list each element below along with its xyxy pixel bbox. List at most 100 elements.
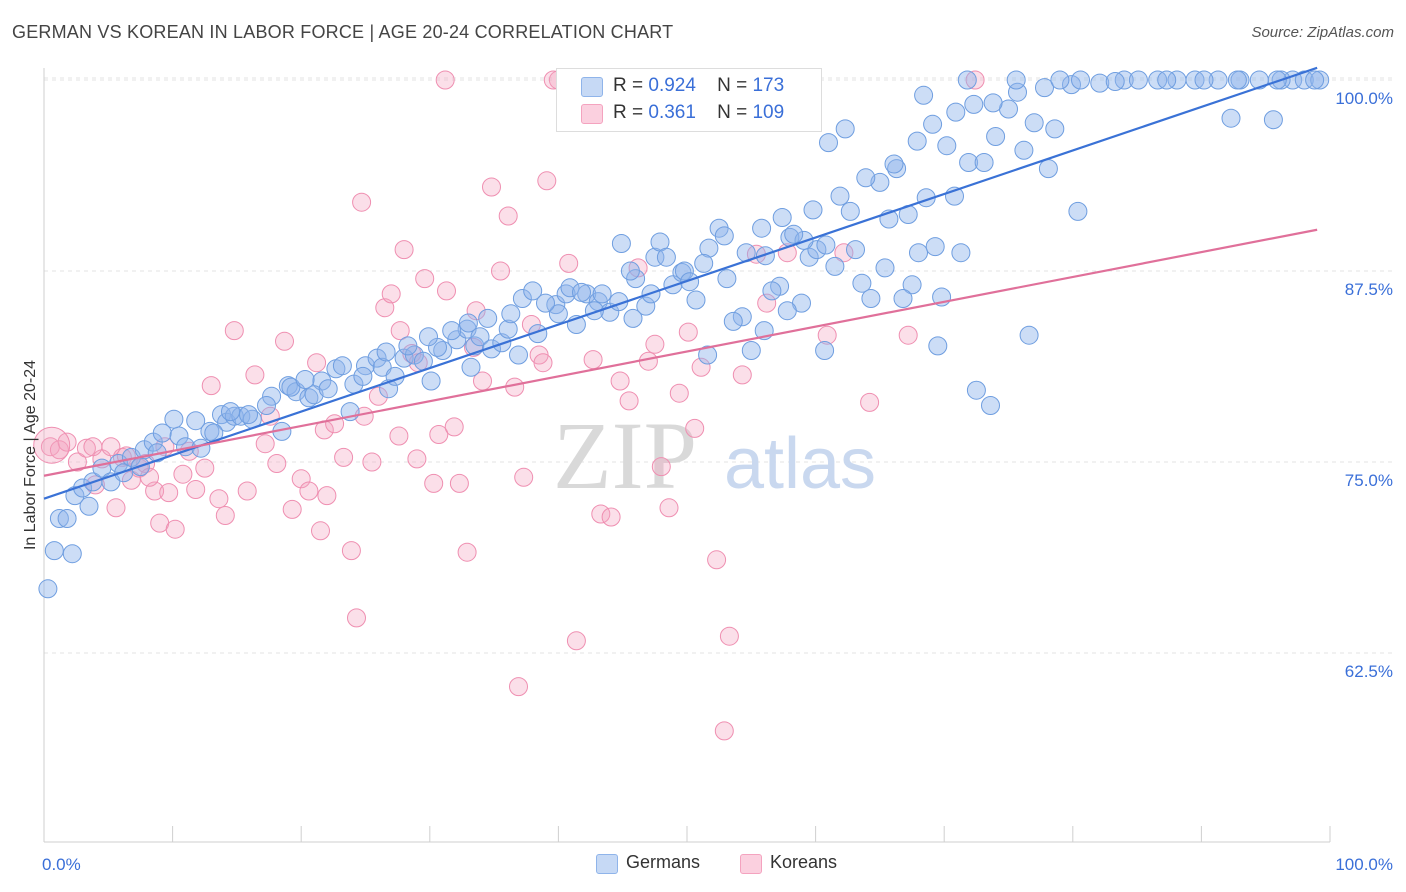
point-koreans bbox=[817, 325, 837, 345]
point-koreans bbox=[76, 438, 96, 458]
point-germans bbox=[419, 327, 438, 347]
point-germans bbox=[572, 282, 591, 302]
point-germans bbox=[152, 423, 172, 443]
point-germans bbox=[946, 102, 966, 122]
point-germans bbox=[620, 261, 640, 281]
point-koreans bbox=[299, 481, 319, 501]
legend-swatch-koreans bbox=[581, 104, 603, 124]
x-tick-label-max: 100.0% bbox=[1335, 855, 1393, 874]
point-germans bbox=[957, 70, 977, 90]
point-germans bbox=[732, 307, 752, 327]
point-germans bbox=[1128, 70, 1148, 90]
point-koreans bbox=[291, 469, 311, 489]
legend-series: Germans Koreans bbox=[0, 852, 1406, 878]
point-koreans bbox=[482, 177, 501, 197]
point-germans bbox=[698, 345, 718, 365]
point-koreans bbox=[255, 434, 275, 454]
point-germans bbox=[875, 258, 895, 278]
n-label: N = bbox=[717, 102, 748, 123]
point-koreans bbox=[498, 206, 518, 226]
point-germans bbox=[1035, 78, 1054, 98]
legend-label-germans: Germans bbox=[626, 852, 701, 872]
point-koreans bbox=[651, 457, 671, 477]
point-koreans-large bbox=[33, 426, 71, 464]
point-germans bbox=[1008, 82, 1027, 102]
point-germans bbox=[966, 380, 986, 400]
watermark: ZIP atlas bbox=[553, 402, 876, 509]
y-tick-label: 87.5% bbox=[1345, 280, 1393, 299]
point-germans bbox=[1024, 113, 1044, 133]
point-koreans bbox=[237, 481, 257, 501]
point-koreans bbox=[415, 269, 435, 289]
point-germans bbox=[164, 409, 184, 429]
point-koreans bbox=[965, 70, 985, 90]
point-koreans bbox=[311, 521, 330, 541]
point-koreans bbox=[159, 483, 179, 503]
point-germans bbox=[49, 509, 69, 528]
point-germans bbox=[1006, 70, 1026, 90]
point-germans bbox=[723, 311, 743, 331]
point-koreans bbox=[224, 321, 244, 341]
y-tick-label: 100.0% bbox=[1335, 89, 1393, 108]
point-germans bbox=[645, 247, 665, 267]
legend-label-koreans: Koreans bbox=[770, 852, 838, 872]
point-koreans bbox=[685, 418, 705, 438]
watermark-atlas: atlas bbox=[724, 424, 876, 504]
point-germans bbox=[914, 85, 934, 105]
point-germans bbox=[1310, 70, 1330, 90]
point-germans bbox=[186, 411, 206, 431]
point-germans bbox=[784, 224, 804, 244]
r-label: R = bbox=[613, 75, 644, 96]
chart-title: GERMAN VS KOREAN IN LABOR FORCE | AGE 20… bbox=[12, 22, 674, 42]
point-germans bbox=[772, 208, 792, 227]
point-koreans bbox=[106, 498, 126, 518]
point-koreans bbox=[389, 426, 409, 446]
point-koreans bbox=[317, 486, 337, 506]
point-koreans bbox=[537, 171, 557, 191]
point-germans bbox=[714, 226, 734, 246]
point-germans bbox=[636, 296, 656, 316]
point-germans bbox=[38, 579, 58, 599]
point-germans bbox=[861, 289, 881, 308]
point-germans bbox=[79, 496, 99, 516]
point-koreans bbox=[559, 253, 579, 273]
point-germans bbox=[1208, 70, 1228, 90]
point-germans bbox=[981, 396, 1000, 415]
point-germans bbox=[840, 201, 860, 221]
point-germans bbox=[318, 379, 338, 399]
point-germans bbox=[856, 168, 876, 188]
point-germans bbox=[803, 200, 823, 220]
point-germans bbox=[470, 327, 490, 347]
point-germans bbox=[548, 304, 568, 324]
legend-swatch-germans bbox=[581, 77, 603, 97]
point-germans bbox=[498, 319, 518, 339]
point-koreans bbox=[381, 284, 401, 304]
point-germans bbox=[623, 308, 643, 328]
point-germans bbox=[741, 341, 761, 360]
point-germans bbox=[755, 246, 775, 266]
point-koreans bbox=[275, 331, 294, 351]
point-koreans bbox=[601, 507, 621, 527]
point-koreans bbox=[307, 353, 327, 373]
point-koreans bbox=[444, 417, 464, 437]
point-germans bbox=[257, 396, 276, 415]
point-germans bbox=[560, 278, 580, 298]
point-koreans bbox=[645, 334, 665, 354]
trendline-koreans bbox=[43, 228, 1318, 477]
point-germans bbox=[884, 154, 904, 174]
point-koreans bbox=[860, 392, 880, 412]
point-germans bbox=[1050, 70, 1070, 90]
point-koreans bbox=[424, 473, 444, 493]
point-germans bbox=[482, 339, 501, 359]
point-koreans bbox=[533, 353, 553, 373]
point-germans bbox=[983, 93, 1003, 113]
point-koreans bbox=[514, 467, 534, 487]
point-germans bbox=[807, 240, 827, 260]
point-koreans bbox=[390, 321, 410, 341]
point-koreans bbox=[714, 721, 734, 741]
point-germans bbox=[584, 301, 604, 321]
point-koreans bbox=[57, 432, 77, 452]
point-germans bbox=[512, 289, 532, 308]
point-germans bbox=[752, 218, 772, 238]
